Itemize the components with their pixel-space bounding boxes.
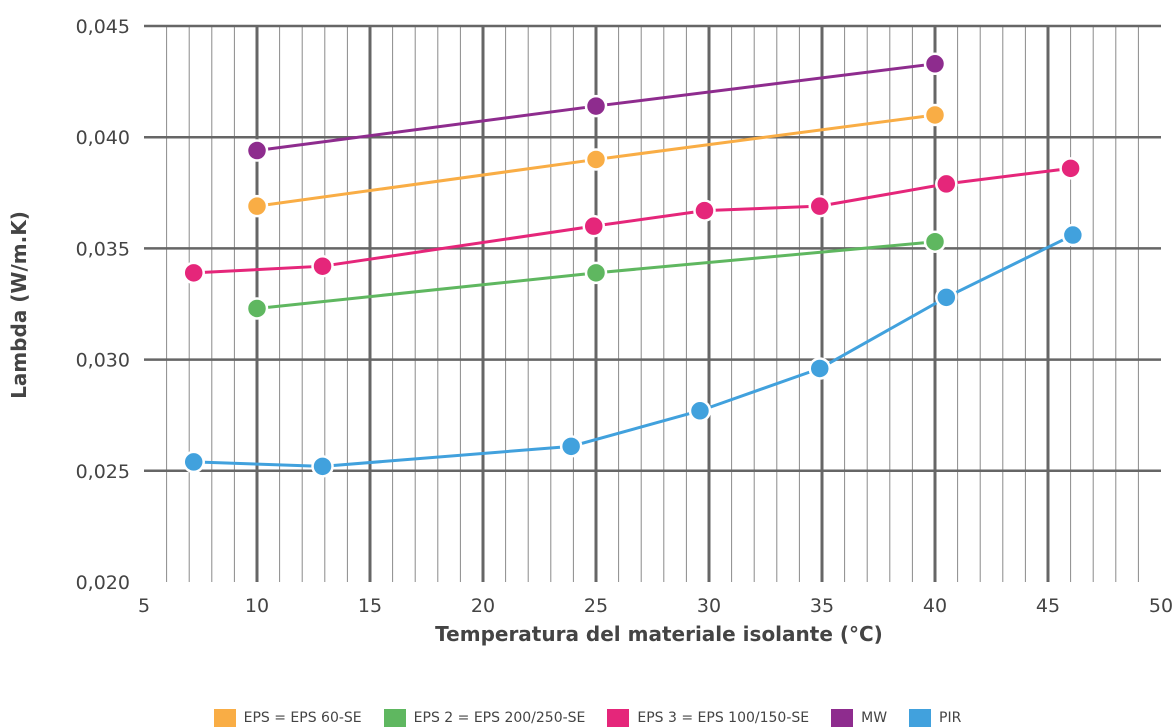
x-axis-title: Temperatura del materiale isolante (°C) bbox=[435, 622, 883, 646]
x-tick-label: 30 bbox=[697, 595, 721, 617]
legend-swatch bbox=[831, 709, 854, 727]
data-point bbox=[808, 357, 831, 380]
legend-label: MW bbox=[861, 710, 888, 726]
legend-swatch bbox=[383, 709, 406, 727]
data-point bbox=[688, 399, 712, 423]
y-tick-label: 0,025 bbox=[76, 461, 130, 483]
legend-item: EPS 3 = EPS 100/150-SE bbox=[607, 709, 809, 727]
series bbox=[182, 157, 1082, 285]
y-tick-label: 0,045 bbox=[76, 16, 130, 38]
data-point bbox=[923, 52, 947, 76]
legend-label: PIR bbox=[939, 710, 962, 726]
y-tick-label: 0,030 bbox=[76, 350, 130, 372]
y-tick-label: 0,020 bbox=[76, 572, 130, 594]
minor-grid bbox=[166, 26, 1139, 582]
series bbox=[245, 230, 947, 320]
x-tick-label: 35 bbox=[810, 595, 834, 617]
x-tick-label: 50 bbox=[1149, 595, 1173, 617]
legend-item: EPS = EPS 60-SE bbox=[213, 709, 362, 727]
data-point bbox=[693, 199, 716, 222]
data-point bbox=[311, 254, 334, 278]
legend-label: EPS = EPS 60-SE bbox=[243, 710, 362, 726]
data-point bbox=[808, 194, 831, 218]
legend-label: EPS 3 = EPS 100/150-SE bbox=[637, 710, 810, 726]
legend-item: MW bbox=[831, 709, 887, 727]
data-point bbox=[245, 194, 269, 218]
data-point bbox=[245, 139, 269, 162]
data-point bbox=[182, 261, 205, 285]
legend-item: EPS 2 = EPS 200/250-SE bbox=[383, 709, 586, 727]
x-tick-label: 10 bbox=[245, 595, 269, 617]
series bbox=[182, 223, 1085, 478]
data-point bbox=[923, 230, 947, 253]
x-axis-ticks: 5 10 15 20 25 30 35 40 45 50 bbox=[138, 595, 1173, 617]
data-point bbox=[182, 450, 205, 474]
data-point bbox=[584, 261, 608, 285]
x-tick-label: 20 bbox=[471, 595, 495, 617]
legend-swatch bbox=[213, 709, 236, 727]
legend-swatch bbox=[909, 709, 932, 727]
x-tick-label: 25 bbox=[584, 595, 608, 617]
data-point bbox=[935, 286, 958, 309]
data-point bbox=[245, 297, 269, 320]
legend-swatch bbox=[607, 709, 630, 727]
data-point bbox=[582, 214, 605, 238]
y-tick-label: 0,035 bbox=[76, 238, 130, 260]
data-point bbox=[311, 455, 334, 478]
y-axis-title: Lambda (W/m.K) bbox=[7, 211, 31, 399]
legend-label: EPS 2 = EPS 200/250-SE bbox=[413, 710, 586, 726]
y-axis-ticks: 0,020 0,025 0,030 0,035 0,040 0,045 bbox=[76, 16, 130, 594]
data-point bbox=[1059, 157, 1082, 180]
x-tick-label: 40 bbox=[923, 595, 947, 617]
data-point bbox=[584, 148, 608, 171]
y-tick-label: 0,040 bbox=[76, 127, 130, 149]
x-tick-label: 45 bbox=[1036, 595, 1060, 617]
legend-item: PIR bbox=[909, 709, 961, 727]
series-group bbox=[182, 52, 1085, 478]
data-point bbox=[935, 172, 958, 196]
x-tick-label: 15 bbox=[358, 595, 382, 617]
data-point bbox=[1061, 223, 1085, 247]
data-point bbox=[559, 435, 583, 458]
series bbox=[245, 52, 947, 162]
major-grid bbox=[144, 24, 1161, 582]
data-point bbox=[584, 94, 608, 118]
legend: EPS = EPS 60-SE EPS 2 = EPS 200/250-SE EPS… bbox=[0, 708, 1175, 728]
x-tick-label: 5 bbox=[138, 595, 150, 617]
series bbox=[245, 103, 947, 218]
data-point bbox=[923, 103, 947, 127]
